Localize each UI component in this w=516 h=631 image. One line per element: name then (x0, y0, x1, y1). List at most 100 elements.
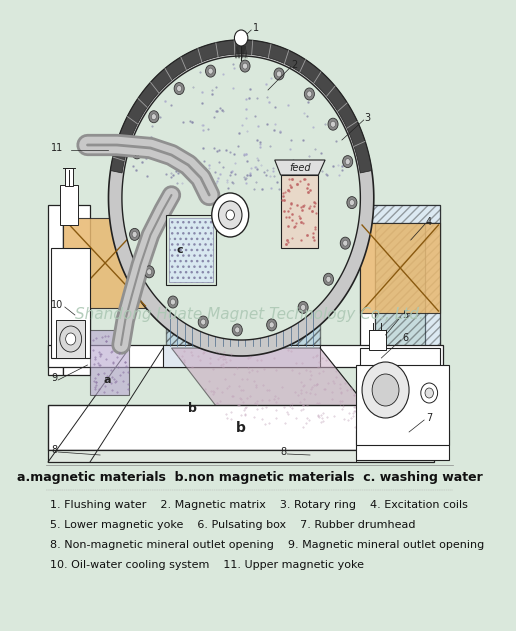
Circle shape (147, 269, 152, 275)
Circle shape (232, 324, 243, 336)
Circle shape (174, 83, 184, 95)
Text: 4: 4 (426, 217, 432, 227)
Bar (360, 223, 440, 313)
Circle shape (151, 114, 156, 120)
Circle shape (198, 316, 208, 328)
Circle shape (234, 30, 248, 46)
Circle shape (60, 326, 82, 352)
Circle shape (340, 237, 350, 249)
Text: 10: 10 (52, 300, 63, 310)
Circle shape (226, 210, 234, 220)
Circle shape (269, 322, 274, 328)
Circle shape (149, 110, 159, 123)
Circle shape (218, 201, 242, 229)
Text: a.magnetic materials  b.non magnetic materials  c. washing water: a.magnetic materials b.non magnetic mate… (17, 471, 482, 485)
Circle shape (267, 319, 277, 331)
Circle shape (328, 118, 338, 130)
Text: b: b (236, 421, 246, 435)
Polygon shape (275, 160, 325, 175)
Text: Shandong Huate Magnet Technology Co., Ltd.: Shandong Huate Magnet Technology Co., Lt… (75, 307, 424, 322)
Circle shape (208, 68, 213, 74)
Bar (369, 330, 385, 350)
Circle shape (132, 232, 137, 237)
Circle shape (170, 299, 175, 305)
Circle shape (347, 197, 357, 209)
Circle shape (345, 158, 350, 165)
Circle shape (274, 68, 284, 80)
Bar (356, 365, 448, 445)
Text: 7: 7 (426, 413, 432, 423)
Text: 2: 2 (292, 60, 298, 70)
Circle shape (243, 63, 248, 69)
Bar (63, 205, 90, 375)
Circle shape (307, 91, 312, 97)
Circle shape (326, 276, 331, 282)
Text: 9: 9 (52, 373, 57, 383)
Text: c: c (176, 245, 183, 255)
Bar (65, 168, 73, 186)
Polygon shape (90, 330, 130, 395)
Circle shape (240, 60, 250, 72)
Bar (63, 218, 147, 308)
Text: 1. Flushing water    2. Magnetic matrix    3. Rotary ring    4. Excitation coils: 1. Flushing water 2. Magnetic matrix 3. … (50, 500, 467, 510)
Polygon shape (171, 348, 385, 430)
Circle shape (235, 327, 240, 333)
Bar (166, 215, 216, 285)
Text: 1: 1 (253, 23, 259, 33)
Circle shape (331, 121, 335, 127)
Text: 11: 11 (52, 143, 63, 153)
Circle shape (168, 296, 178, 308)
Bar (360, 348, 440, 393)
Circle shape (66, 333, 76, 345)
Text: 5: 5 (402, 310, 409, 320)
Bar (360, 205, 440, 223)
Text: 8. Non-magnetic mineral outlet opening    9. Magnetic mineral outlet opening: 8. Non-magnetic mineral outlet opening 9… (50, 540, 484, 550)
Polygon shape (108, 40, 374, 356)
Polygon shape (122, 56, 360, 340)
Bar (52, 248, 90, 358)
Circle shape (298, 302, 308, 314)
Circle shape (144, 266, 154, 278)
Bar (425, 223, 440, 348)
Bar (48, 345, 443, 367)
Bar (48, 405, 434, 450)
Circle shape (132, 147, 142, 159)
Text: 8: 8 (281, 447, 287, 457)
Circle shape (130, 228, 140, 240)
Text: 10. Oil-water cooling system    11. Upper magnetic yoke: 10. Oil-water cooling system 11. Upper m… (50, 560, 364, 570)
Circle shape (425, 388, 433, 398)
Text: a: a (103, 375, 110, 385)
Bar (356, 380, 448, 390)
Circle shape (277, 71, 282, 77)
Polygon shape (360, 205, 440, 350)
Polygon shape (110, 40, 372, 173)
Circle shape (176, 86, 182, 91)
Circle shape (324, 273, 333, 285)
Bar (356, 430, 448, 460)
Circle shape (201, 319, 206, 325)
Bar (169, 218, 213, 282)
Bar (60, 185, 78, 225)
Text: feed: feed (289, 163, 311, 173)
Text: 5. Lower magnetic yoke    6. Pulsating box    7. Rubber drumhead: 5. Lower magnetic yoke 6. Pulsating box … (50, 520, 415, 530)
Circle shape (343, 240, 348, 246)
Bar (48, 205, 63, 375)
Circle shape (205, 65, 216, 77)
Text: b: b (188, 401, 197, 415)
Bar (360, 223, 376, 348)
Bar (56, 320, 85, 358)
Circle shape (135, 150, 139, 156)
Text: 3: 3 (365, 113, 370, 123)
Circle shape (212, 193, 249, 237)
Bar (48, 450, 434, 462)
Circle shape (304, 88, 314, 100)
Text: 8: 8 (52, 445, 57, 455)
Circle shape (421, 383, 438, 403)
Bar (163, 345, 320, 367)
Text: 6: 6 (402, 333, 409, 343)
Circle shape (362, 362, 409, 418)
Bar (166, 205, 320, 348)
Polygon shape (281, 175, 318, 248)
Circle shape (343, 156, 353, 168)
Circle shape (349, 199, 354, 206)
